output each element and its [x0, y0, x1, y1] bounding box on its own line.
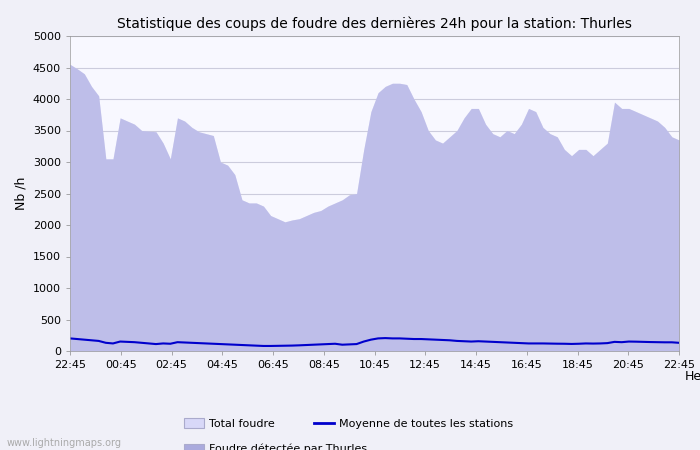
Moyenne de toutes les stations: [367, 337, 375, 342]
Moyenne de toutes les stations: [94, 338, 103, 344]
Moyenne de toutes les stations: [546, 341, 554, 346]
Text: www.lightningmaps.org: www.lightningmaps.org: [7, 438, 122, 448]
Moyenne de toutes les stations: [259, 343, 267, 349]
Text: Heure: Heure: [685, 370, 700, 383]
Legend: Foudre détectée par Thurles: Foudre détectée par Thurles: [179, 439, 372, 450]
Y-axis label: Nb /h: Nb /h: [14, 177, 27, 210]
Moyenne de toutes les stations: [80, 337, 88, 342]
Moyenne de toutes les stations: [675, 340, 683, 346]
Title: Statistique des coups de foudre des dernières 24h pour la station: Thurles: Statistique des coups de foudre des dern…: [117, 16, 632, 31]
Moyenne de toutes les stations: [66, 336, 74, 341]
Line: Moyenne de toutes les stations: Moyenne de toutes les stations: [70, 338, 679, 346]
Moyenne de toutes les stations: [381, 335, 389, 341]
Moyenne de toutes les stations: [130, 339, 139, 345]
Moyenne de toutes les stations: [596, 341, 604, 346]
